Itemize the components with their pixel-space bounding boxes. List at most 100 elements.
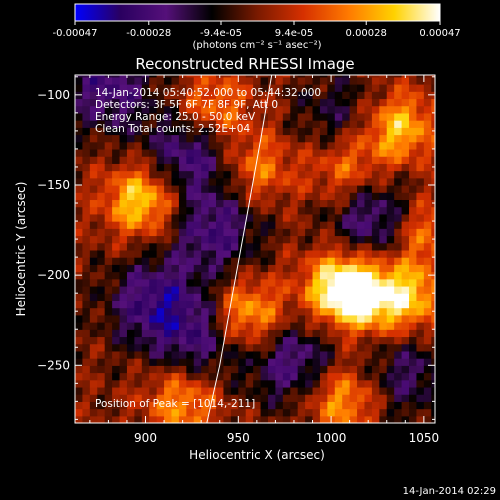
image-pixel <box>193 394 202 402</box>
image-pixel <box>126 249 135 258</box>
image-pixel <box>178 120 187 128</box>
image-pixel <box>267 134 277 143</box>
image-pixel <box>290 264 299 273</box>
image-pixel <box>104 358 113 366</box>
image-pixel <box>334 293 343 301</box>
image-pixel <box>178 394 187 402</box>
image-pixel <box>416 408 425 417</box>
image-pixel <box>409 365 418 374</box>
image-pixel <box>134 379 143 388</box>
image-pixel <box>193 372 202 381</box>
image-pixel <box>89 322 98 330</box>
image-pixel <box>134 257 143 265</box>
image-pixel <box>112 84 121 92</box>
image-pixel <box>89 112 98 121</box>
image-pixel <box>290 307 299 316</box>
image-pixel <box>431 134 435 143</box>
image-pixel <box>416 379 425 388</box>
image-pixel <box>223 249 232 258</box>
image-pixel <box>334 285 343 294</box>
image-pixel <box>97 386 106 395</box>
image-pixel <box>186 372 195 381</box>
image-pixel <box>423 386 432 395</box>
image-pixel <box>423 285 432 294</box>
image-pixel <box>253 278 262 287</box>
image-pixel <box>171 285 180 294</box>
image-pixel <box>282 105 291 114</box>
image-pixel <box>89 105 98 114</box>
image-pixel <box>193 127 202 136</box>
image-pixel <box>357 242 366 251</box>
image-pixel <box>394 134 403 143</box>
image-pixel <box>394 170 403 179</box>
image-pixel <box>409 358 418 366</box>
image-pixel <box>238 386 247 395</box>
image-pixel <box>75 105 84 114</box>
image-pixel <box>104 192 113 201</box>
image-pixel <box>423 170 432 179</box>
image-pixel <box>112 278 121 287</box>
image-pixel <box>82 120 91 128</box>
image-pixel <box>253 415 262 423</box>
colorbar-tick-label: -0.00028 <box>126 28 171 39</box>
image-pixel <box>349 76 358 85</box>
image-pixel <box>297 379 306 388</box>
image-pixel <box>416 134 425 143</box>
image-pixel <box>260 394 269 402</box>
image-pixel <box>297 358 306 366</box>
image-pixel <box>216 163 225 172</box>
image-pixel <box>216 408 225 417</box>
image-pixel <box>112 120 121 128</box>
image-pixel <box>342 257 351 265</box>
image-pixel <box>126 163 135 172</box>
image-pixel <box>305 329 314 338</box>
image-pixel <box>134 221 143 229</box>
image-pixel <box>290 112 299 121</box>
image-pixel <box>319 105 328 114</box>
image-pixel <box>386 336 395 345</box>
image-pixel <box>334 386 343 395</box>
image-pixel <box>327 105 336 114</box>
image-pixel <box>245 84 254 92</box>
image-pixel <box>164 192 173 201</box>
image-pixel <box>364 91 373 100</box>
image-pixel <box>327 329 336 338</box>
image-pixel <box>89 307 98 316</box>
image-pixel <box>319 300 328 309</box>
image-pixel <box>371 199 380 208</box>
image-pixel <box>126 75 135 78</box>
image-pixel <box>319 84 328 92</box>
image-pixel <box>431 300 435 309</box>
image-pixel <box>409 379 418 388</box>
image-pixel <box>312 76 321 85</box>
image-pixel <box>75 401 84 410</box>
image-pixel <box>186 365 195 374</box>
image-pixel <box>112 379 121 388</box>
image-pixel <box>364 350 373 359</box>
image-pixel <box>141 184 150 193</box>
image-pixel <box>357 408 366 417</box>
image-pixel <box>357 322 366 330</box>
image-pixel <box>401 343 410 352</box>
image-pixel <box>82 76 91 85</box>
image-pixel <box>253 221 262 229</box>
image-pixel <box>349 235 358 244</box>
image-pixel <box>431 170 435 179</box>
image-pixel <box>82 293 91 301</box>
image-pixel <box>357 156 366 164</box>
image-pixel <box>253 91 262 100</box>
image-pixel <box>371 148 380 157</box>
image-pixel <box>327 358 336 366</box>
image-pixel <box>282 350 291 359</box>
image-pixel <box>401 141 410 150</box>
image-pixel <box>267 285 277 294</box>
image-pixel <box>334 184 343 193</box>
image-pixel <box>89 293 98 301</box>
image-pixel <box>126 264 135 273</box>
image-pixel <box>186 293 195 301</box>
image-pixel <box>371 293 380 301</box>
image-pixel <box>97 141 106 150</box>
image-pixel <box>305 177 314 186</box>
image-pixel <box>275 120 284 128</box>
image-pixel <box>201 278 210 287</box>
